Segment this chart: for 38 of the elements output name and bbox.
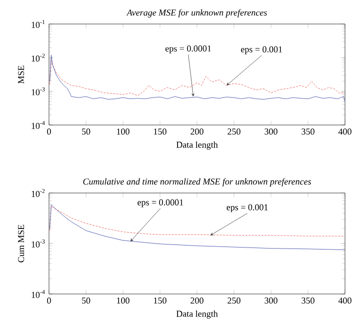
x-tick-label: 50 [82,298,90,304]
annotation: eps = 0.0001 [165,45,211,54]
x-axis-title: Data length [176,310,218,319]
x-tick-label: 100 [117,298,130,304]
x-tick-label: 300 [264,128,278,135]
x-tick-label: 200 [190,298,204,304]
x-tick-label: 0 [47,298,51,304]
chart-title: Average MSE for unknown preferences [126,9,267,18]
x-tick-label: 350 [302,298,314,304]
y-tick-label: 10$^{-1}$ [32,20,45,28]
x-tick-label: 350 [302,128,314,135]
y-tick-label: 10$^{-2}$ [32,189,45,197]
y-tick-label: 10$^{-4}$ [32,121,45,129]
line-series [50,54,345,102]
y-axis-title: Cum MSE [18,224,24,262]
line-series [50,60,345,96]
x-tick-label: 400 [338,298,352,304]
x-tick-label: 300 [264,298,278,304]
x-tick-label: 150 [154,298,166,304]
x-tick-label: 200 [190,128,204,135]
annotation: eps = 0.001 [226,204,268,212]
y-axis-title: MSE [18,66,24,84]
annotation: eps = 0.001 [241,46,282,54]
annotation: eps = 0.0001 [138,199,184,208]
y-tick-label: 10$^{-4}$ [32,290,45,298]
x-axis-title: Data length [176,141,218,150]
y-tick-label: 10$^{-3}$ [32,87,45,96]
y-tick-label: 10$^{-3}$ [32,240,45,248]
x-tick-label: 100 [117,128,130,135]
x-tick-label: 0 [47,128,51,135]
chart-title: Cumulative and time normalized MSE for unknown preferences [83,178,312,186]
x-tick-label: 250 [228,128,240,135]
y-tick-label: 10$^{-2}$ [32,54,45,62]
x-tick-label: 250 [228,298,240,304]
x-tick-label: 50 [82,128,90,135]
line-series [50,206,345,236]
x-tick-label: 150 [154,128,166,135]
x-tick-label: 400 [338,128,352,135]
